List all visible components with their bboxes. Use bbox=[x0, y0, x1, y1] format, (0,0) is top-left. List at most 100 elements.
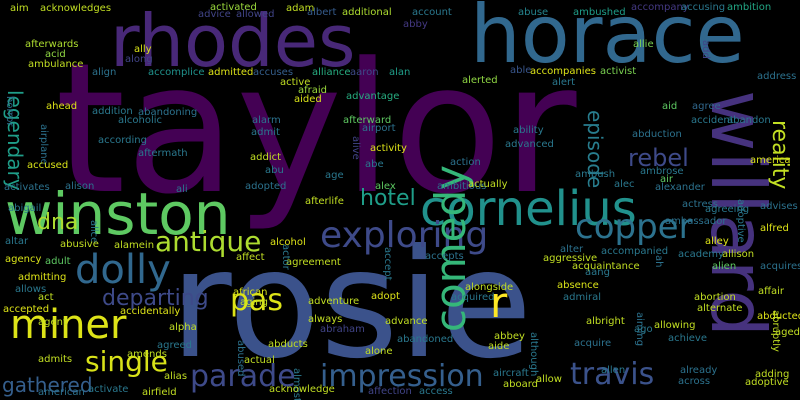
word-active: active bbox=[280, 77, 311, 88]
word-albert: albert bbox=[307, 7, 337, 18]
word-actual: actual bbox=[244, 355, 275, 366]
word-abby: abby bbox=[403, 19, 428, 30]
word-account: account bbox=[412, 7, 452, 18]
word-able: able bbox=[510, 65, 532, 76]
word-dna: dna bbox=[37, 210, 79, 235]
word-along: along bbox=[125, 54, 153, 65]
word-admits: admits bbox=[38, 354, 73, 365]
word-alex: alex bbox=[375, 181, 396, 192]
word-address: address bbox=[757, 71, 797, 82]
word-acknowledges: acknowledges bbox=[40, 3, 112, 14]
word-accomplice: accomplice bbox=[148, 67, 205, 78]
word-ambrose: ambrose bbox=[640, 166, 684, 177]
word-alarm: alarm bbox=[252, 115, 281, 126]
word-r: r bbox=[490, 278, 508, 327]
word-abducts: abducts bbox=[268, 339, 308, 350]
word-airport: airport bbox=[362, 123, 396, 134]
word-pas: pas bbox=[230, 283, 284, 318]
word-impression: impression bbox=[320, 359, 484, 394]
word-advises: advises bbox=[760, 201, 798, 212]
word-adam: adam bbox=[286, 3, 315, 14]
word-ambitious: ambitious bbox=[437, 181, 487, 192]
word-alison: alison bbox=[65, 181, 95, 192]
word-ambushed: ambushed bbox=[573, 7, 626, 18]
word-amends: amends bbox=[127, 349, 167, 360]
word-ambulance: ambulance bbox=[28, 59, 84, 70]
word-allie: allie bbox=[633, 39, 654, 50]
word-alternate: alternate bbox=[697, 303, 743, 314]
word-rhodes: rhodes bbox=[110, 0, 356, 83]
word-america: america bbox=[750, 155, 791, 166]
word-abbey: abbey bbox=[494, 331, 525, 342]
word-gathered: gathered bbox=[2, 373, 93, 397]
word-acquire: acquire bbox=[574, 338, 612, 349]
word-activate: activate bbox=[88, 384, 129, 395]
word-abortion: abortion bbox=[694, 292, 736, 303]
word-abe: abe bbox=[365, 159, 384, 170]
word-dolly: dolly bbox=[75, 247, 171, 293]
word-agree: agree bbox=[692, 101, 721, 112]
word-accident: accident bbox=[691, 115, 734, 126]
word-adventure: adventure bbox=[308, 296, 360, 307]
word-allison: allison bbox=[722, 249, 755, 260]
word-single: single bbox=[85, 345, 168, 378]
word-alias: alias bbox=[164, 371, 188, 382]
word-allowed: allowed bbox=[236, 9, 275, 20]
word-aide: aide bbox=[488, 341, 510, 352]
word-abandoned: abandoned bbox=[397, 334, 454, 345]
word-aftermath: aftermath bbox=[138, 148, 188, 159]
word-ambition: ambition bbox=[727, 2, 772, 13]
word-antique: antique bbox=[155, 225, 262, 258]
word-parade: parade bbox=[190, 359, 296, 394]
word-copper: copper bbox=[575, 207, 693, 247]
word-adding: adding bbox=[755, 369, 790, 380]
word-age: age bbox=[325, 170, 344, 181]
word-add: add bbox=[700, 40, 711, 59]
word-agent: agent bbox=[38, 317, 67, 328]
word-accepted: accepted bbox=[3, 304, 50, 315]
word-alexander: alexander bbox=[655, 182, 705, 193]
word-actually: actually bbox=[468, 179, 508, 190]
word-academy: academy bbox=[678, 249, 724, 260]
word-alamein: alamein bbox=[114, 240, 155, 251]
word-acquaintance: acquaintance bbox=[572, 261, 640, 272]
word-alter: alter bbox=[560, 244, 584, 255]
word-abandoning: abandoning bbox=[138, 107, 198, 118]
word-acknowledge: acknowledge bbox=[269, 384, 335, 395]
word-rosie: rosie bbox=[170, 218, 533, 392]
word-activity: activity bbox=[370, 143, 407, 154]
word-alongside: alongside bbox=[465, 282, 514, 293]
word-airfield: airfield bbox=[142, 387, 177, 398]
word-accompanies: accompanies bbox=[530, 66, 596, 77]
word-alan: alan bbox=[389, 67, 411, 78]
word-agency: agency bbox=[5, 254, 42, 265]
word-albright: albright bbox=[586, 316, 625, 327]
word-abigail: abigail bbox=[8, 203, 42, 214]
word-aaron: aaron bbox=[350, 67, 379, 78]
word-ally: ally bbox=[134, 44, 152, 55]
word-accompany: accompany bbox=[631, 2, 689, 13]
word-action: action bbox=[450, 157, 481, 168]
word-affair: affair bbox=[758, 286, 785, 297]
word-accusing: accusing bbox=[681, 2, 726, 13]
word-aim: aim bbox=[10, 3, 29, 14]
word-taylor: taylor bbox=[55, 25, 577, 234]
word-ability: ability bbox=[513, 125, 544, 136]
word-miner: miner bbox=[10, 302, 127, 348]
word-allen: allen bbox=[601, 365, 626, 376]
word-align: align bbox=[92, 67, 117, 78]
word-actor: actor bbox=[280, 244, 291, 270]
word-alien: alien bbox=[712, 261, 737, 272]
word-ahead: ahead bbox=[46, 101, 78, 112]
word-affection: affection bbox=[368, 386, 412, 397]
word-accidentally: accidentally bbox=[120, 306, 181, 317]
word-afterward: afterward bbox=[343, 115, 392, 126]
word-aging: aging bbox=[240, 297, 268, 308]
word-adult: adult bbox=[45, 256, 71, 267]
word-abducted: abducted bbox=[757, 311, 800, 322]
word-winston: winston bbox=[5, 180, 231, 248]
word-cornelius: cornelius bbox=[420, 181, 637, 237]
word-ah: ah bbox=[653, 255, 664, 268]
word-african: african bbox=[233, 287, 268, 298]
